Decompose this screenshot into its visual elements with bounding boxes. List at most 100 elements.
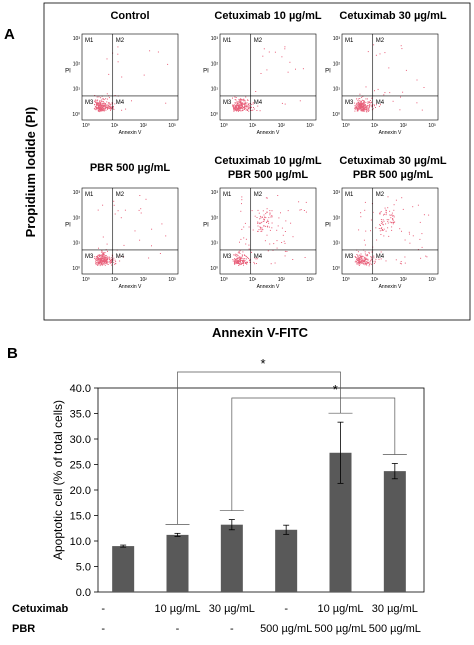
cell-dot <box>103 256 105 258</box>
cell-dot <box>242 260 244 262</box>
cell-dot <box>387 207 389 209</box>
cell-dot <box>368 107 370 109</box>
cell-dot <box>242 105 243 107</box>
cell-dot <box>121 76 123 78</box>
cell-dot <box>106 98 108 100</box>
cell-dot <box>360 253 362 255</box>
cell-dot <box>120 217 122 219</box>
cell-dot <box>96 262 98 264</box>
cell-dot <box>140 212 142 214</box>
cell-dot <box>241 103 243 105</box>
cell-dot <box>238 108 240 110</box>
cell-dot <box>110 260 112 262</box>
cell-dot <box>358 103 360 105</box>
cell-dot <box>244 106 246 108</box>
cell-dot <box>103 109 105 111</box>
cell-dot <box>246 262 248 264</box>
cell-dot <box>272 249 274 251</box>
plot-y-tick: 10² <box>333 215 341 221</box>
cell-dot <box>379 224 381 226</box>
cell-dot <box>262 221 264 222</box>
cell-dot <box>248 259 250 261</box>
cell-dot <box>239 253 241 254</box>
cell-dot <box>359 260 361 262</box>
cell-dot <box>239 104 241 106</box>
cell-dot <box>408 231 410 233</box>
cell-dot <box>237 102 238 104</box>
cell-dot <box>235 107 237 109</box>
cell-dot <box>236 104 238 106</box>
cell-dot <box>233 110 235 112</box>
cell-dot <box>235 109 237 111</box>
cell-dot <box>98 258 100 260</box>
cell-dot <box>268 226 270 228</box>
significance-star: * <box>260 356 265 371</box>
cell-dot <box>357 256 359 258</box>
cell-dot <box>359 105 361 107</box>
cell-dot <box>234 259 236 261</box>
cell-dot <box>107 264 109 265</box>
plot-x-tick: 10² <box>140 277 148 283</box>
cell-dot <box>249 103 251 105</box>
plot-y-tick: 10² <box>211 215 219 221</box>
cell-dot <box>111 102 113 104</box>
cell-dot <box>363 260 365 262</box>
cell-dot <box>98 108 100 110</box>
plot-y-tick: 10¹ <box>73 87 81 93</box>
cell-dot <box>140 208 142 210</box>
row-cell: 10 µg/mL <box>317 603 363 615</box>
cell-dot <box>368 102 370 103</box>
cell-dot <box>117 53 119 55</box>
cell-dot <box>97 262 99 264</box>
row-cell: 10 µg/mL <box>154 603 200 615</box>
cell-dot <box>363 260 365 262</box>
cell-dot <box>388 67 390 69</box>
cell-dot <box>100 261 102 262</box>
cell-dot <box>259 226 261 228</box>
cell-dot <box>112 259 114 261</box>
cell-dot <box>363 101 364 103</box>
cell-dot <box>110 104 112 106</box>
cell-dot <box>375 107 376 108</box>
cell-dot <box>259 223 261 225</box>
cell-dot <box>105 261 107 263</box>
cell-dot <box>104 260 106 262</box>
cell-dot <box>267 225 269 227</box>
cell-dot <box>106 260 108 261</box>
cell-dot <box>109 257 111 259</box>
cell-dot <box>111 259 112 260</box>
cell-dot <box>365 257 367 259</box>
cell-dot <box>100 254 102 256</box>
cell-dot <box>393 215 395 217</box>
cell-dot <box>364 251 366 253</box>
cell-dot <box>242 110 243 111</box>
cell-dot <box>251 110 253 111</box>
cell-dot <box>295 68 296 70</box>
cell-dot <box>358 257 360 259</box>
cell-dot <box>252 102 254 104</box>
y-tick-label: 5.0 <box>76 562 91 574</box>
cell-dot <box>356 108 358 110</box>
cell-dot <box>384 92 386 94</box>
cell-dot <box>425 255 427 257</box>
cell-dot <box>253 261 255 263</box>
cell-dot <box>100 255 102 257</box>
cell-dot <box>247 104 249 106</box>
cell-dot <box>262 229 264 231</box>
cell-dot <box>101 110 103 112</box>
cell-dot <box>378 105 380 107</box>
cell-dot <box>391 212 393 214</box>
plot-x-tick: 10³ <box>428 123 436 129</box>
cell-dot <box>281 227 283 229</box>
cell-dot <box>358 106 360 108</box>
cell-dot <box>103 99 105 101</box>
cell-dot <box>102 98 104 100</box>
cell-dot <box>110 107 112 109</box>
cell-dot <box>366 261 368 262</box>
cell-dot <box>99 111 101 113</box>
cell-dot <box>359 104 361 106</box>
cell-dot <box>391 226 393 228</box>
cell-dot <box>238 106 240 108</box>
cell-dot <box>400 261 402 262</box>
cell-dot <box>266 222 267 223</box>
